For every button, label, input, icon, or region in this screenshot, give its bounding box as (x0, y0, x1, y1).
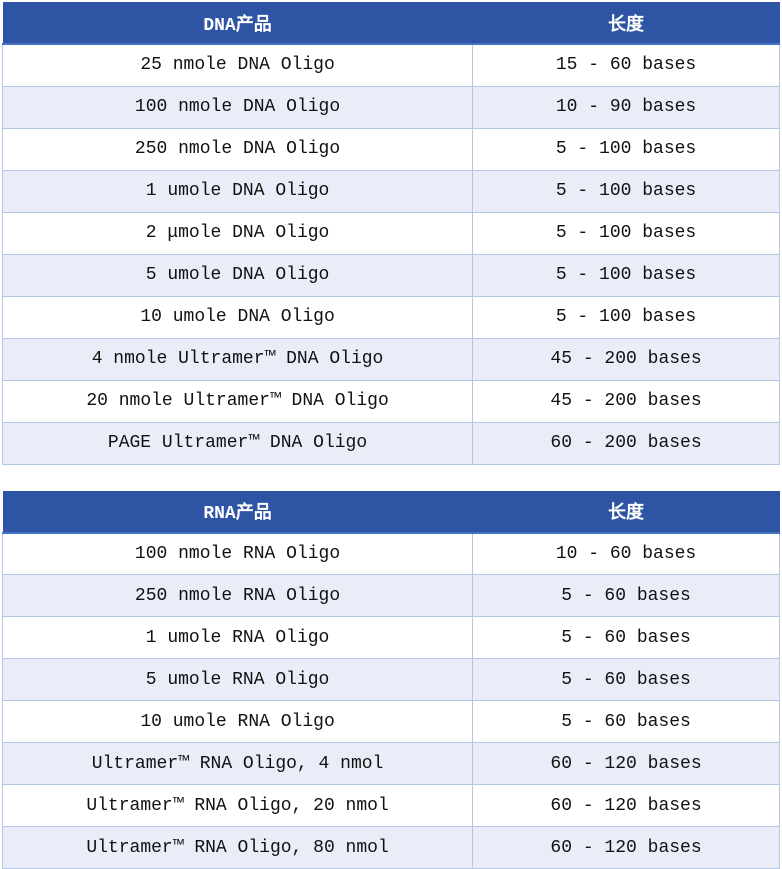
product-cell: 100 nmole RNA Oligo (1, 532, 474, 575)
table-row: 2 μmole DNA Oligo 5 - 100 bases (1, 211, 780, 255)
table-row: 250 nmole RNA Oligo 5 - 60 bases (1, 574, 780, 617)
table-row: Ultramer™ RNA Oligo, 4 nmol 60 - 120 base… (1, 742, 780, 785)
dna-length-column-header: 长度 (472, 2, 780, 45)
product-cell: Ultramer™ RNA Oligo, 4 nmol (1, 742, 474, 785)
product-cell: 250 nmole DNA Oligo (1, 127, 474, 171)
table-row: 4 nmole Ultramer™ DNA Oligo 45 - 200 base… (1, 337, 780, 381)
rna-table-body: 100 nmole RNA Oligo 10 - 60 bases 250 nmol… (1, 532, 780, 869)
length-cell: 45 - 200 bases (472, 337, 780, 381)
length-cell: 5 - 100 bases (472, 127, 780, 171)
product-cell: Ultramer™ RNA Oligo, 20 nmol (1, 784, 474, 827)
length-cell: 15 - 60 bases (472, 43, 780, 87)
table-row: 10 umole RNA Oligo 5 - 60 bases (1, 700, 780, 743)
length-cell: 60 - 120 bases (472, 742, 780, 785)
dna-table-body: 25 nmole DNA Oligo 15 - 60 bases 100 nmole… (1, 43, 780, 465)
length-cell: 10 - 90 bases (472, 85, 780, 129)
product-cell: 20 nmole Ultramer™ DNA Oligo (1, 379, 474, 423)
length-cell: 5 - 100 bases (472, 211, 780, 255)
product-cell: 5 umole DNA Oligo (1, 253, 474, 297)
product-cell: 10 umole DNA Oligo (1, 295, 474, 339)
product-cell: Ultramer™ RNA Oligo, 80 nmol (1, 826, 474, 869)
length-cell: 5 - 100 bases (472, 169, 780, 213)
header-row: RNA产品 长度 (2, 490, 780, 534)
table-row: 5 umole RNA Oligo 5 - 60 bases (1, 658, 780, 701)
product-cell: PAGE Ultramer™ DNA Oligo (1, 421, 474, 465)
table-row: 100 nmole RNA Oligo 10 - 60 bases (1, 532, 780, 575)
length-cell: 45 - 200 bases (472, 379, 780, 423)
product-cell: 250 nmole RNA Oligo (1, 574, 474, 617)
table-row: 250 nmole DNA Oligo 5 - 100 bases (1, 127, 780, 171)
table-row: 1 umole DNA Oligo 5 - 100 bases (1, 169, 780, 213)
rna-length-column-header: 长度 (472, 490, 780, 534)
header-row: DNA产品 长度 (2, 2, 780, 45)
length-cell: 60 - 120 bases (472, 784, 780, 827)
rna-table-header: RNA产品 长度 (2, 490, 780, 534)
length-cell: 60 - 200 bases (472, 421, 780, 465)
length-cell: 5 - 60 bases (472, 574, 780, 617)
length-cell: 60 - 120 bases (472, 826, 780, 869)
table-row: 100 nmole DNA Oligo 10 - 90 bases (1, 85, 780, 129)
table-row: Ultramer™ RNA Oligo, 20 nmol 60 - 120 bas… (1, 784, 780, 827)
table-row: 25 nmole DNA Oligo 15 - 60 bases (1, 43, 780, 87)
length-cell: 5 - 100 bases (472, 253, 780, 297)
rna-products-table: RNA产品 长度 100 nmole RNA Oligo 10 - 60 base… (1, 490, 780, 869)
dna-table-header: DNA产品 长度 (2, 2, 780, 45)
table-row: Ultramer™ RNA Oligo, 80 nmol 60 - 120 bas… (1, 826, 780, 869)
table-row: 10 umole DNA Oligo 5 - 100 bases (1, 295, 780, 339)
length-cell: 5 - 60 bases (472, 616, 780, 659)
rna-product-column-header: RNA产品 (2, 490, 473, 534)
dna-products-table: DNA产品 长度 25 nmole DNA Oligo 15 - 60 bases… (1, 2, 780, 465)
product-cell: 1 umole DNA Oligo (1, 169, 474, 213)
dna-product-column-header: DNA产品 (2, 2, 473, 45)
length-cell: 5 - 100 bases (472, 295, 780, 339)
table-row: 20 nmole Ultramer™ DNA Oligo 45 - 200 bas… (1, 379, 780, 423)
table-row: PAGE Ultramer™ DNA Oligo 60 - 200 bases (1, 421, 780, 465)
length-cell: 5 - 60 bases (472, 700, 780, 743)
product-cell: 5 umole RNA Oligo (1, 658, 474, 701)
product-cell: 100 nmole DNA Oligo (1, 85, 474, 129)
length-cell: 5 - 60 bases (472, 658, 780, 701)
length-cell: 10 - 60 bases (472, 532, 780, 575)
product-cell: 4 nmole Ultramer™ DNA Oligo (1, 337, 474, 381)
table-row: 1 umole RNA Oligo 5 - 60 bases (1, 616, 780, 659)
product-cell: 1 umole RNA Oligo (1, 616, 474, 659)
product-cell: 25 nmole DNA Oligo (1, 43, 474, 87)
table-row: 5 umole DNA Oligo 5 - 100 bases (1, 253, 780, 297)
product-cell: 2 μmole DNA Oligo (1, 211, 474, 255)
product-cell: 10 umole RNA Oligo (1, 700, 474, 743)
